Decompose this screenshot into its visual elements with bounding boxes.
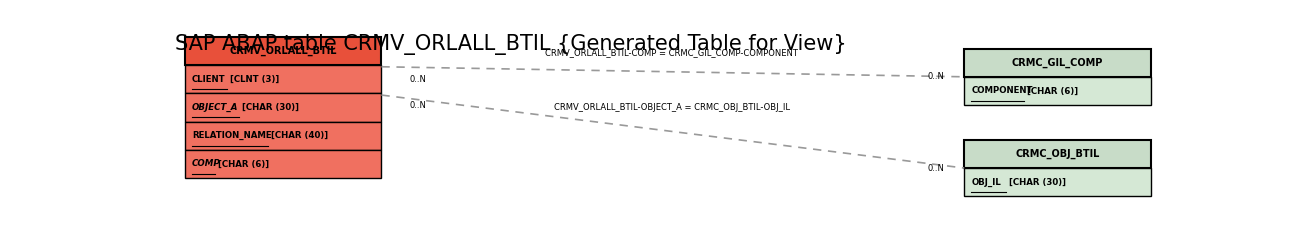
Text: [CLNT (3)]: [CLNT (3)] bbox=[226, 75, 280, 84]
FancyBboxPatch shape bbox=[964, 49, 1151, 77]
FancyBboxPatch shape bbox=[964, 168, 1151, 196]
Text: CRMC_OBJ_BTIL: CRMC_OBJ_BTIL bbox=[1015, 149, 1099, 159]
Text: OBJECT_A: OBJECT_A bbox=[191, 103, 238, 112]
Text: COMPONENT: COMPONENT bbox=[972, 87, 1033, 96]
Text: COMP: COMP bbox=[191, 160, 221, 169]
Text: 0..N: 0..N bbox=[928, 164, 945, 173]
FancyBboxPatch shape bbox=[185, 65, 381, 93]
Text: RELATION_NAME: RELATION_NAME bbox=[191, 131, 272, 140]
FancyBboxPatch shape bbox=[964, 140, 1151, 168]
Text: 0..N: 0..N bbox=[410, 75, 427, 84]
Text: CRMV_ORLALL_BTIL-COMP = CRMC_GIL_COMP-COMPONENT: CRMV_ORLALL_BTIL-COMP = CRMC_GIL_COMP-CO… bbox=[545, 48, 799, 57]
FancyBboxPatch shape bbox=[185, 122, 381, 150]
FancyBboxPatch shape bbox=[185, 150, 381, 178]
Text: CRMV_ORLALL_BTIL: CRMV_ORLALL_BTIL bbox=[229, 46, 337, 56]
FancyBboxPatch shape bbox=[185, 37, 381, 65]
Text: SAP ABAP table CRMV_ORLALL_BTIL {Generated Table for View}: SAP ABAP table CRMV_ORLALL_BTIL {Generat… bbox=[174, 34, 847, 55]
Text: CRMC_GIL_COMP: CRMC_GIL_COMP bbox=[1012, 58, 1103, 68]
FancyBboxPatch shape bbox=[964, 77, 1151, 105]
Text: [CHAR (6)]: [CHAR (6)] bbox=[1024, 87, 1079, 96]
Text: [CHAR (40)]: [CHAR (40)] bbox=[268, 131, 328, 140]
Text: 0..N: 0..N bbox=[928, 72, 945, 81]
Text: 0..N: 0..N bbox=[410, 101, 427, 110]
Text: OBJ_IL: OBJ_IL bbox=[972, 178, 1000, 187]
Text: [CHAR (30)]: [CHAR (30)] bbox=[1007, 178, 1067, 187]
Text: CLIENT: CLIENT bbox=[191, 75, 225, 84]
FancyBboxPatch shape bbox=[185, 93, 381, 122]
Text: CRMV_ORLALL_BTIL-OBJECT_A = CRMC_OBJ_BTIL-OBJ_IL: CRMV_ORLALL_BTIL-OBJECT_A = CRMC_OBJ_BTI… bbox=[554, 103, 790, 112]
Text: [CHAR (6)]: [CHAR (6)] bbox=[215, 160, 269, 169]
Text: [CHAR (30)]: [CHAR (30)] bbox=[238, 103, 299, 112]
